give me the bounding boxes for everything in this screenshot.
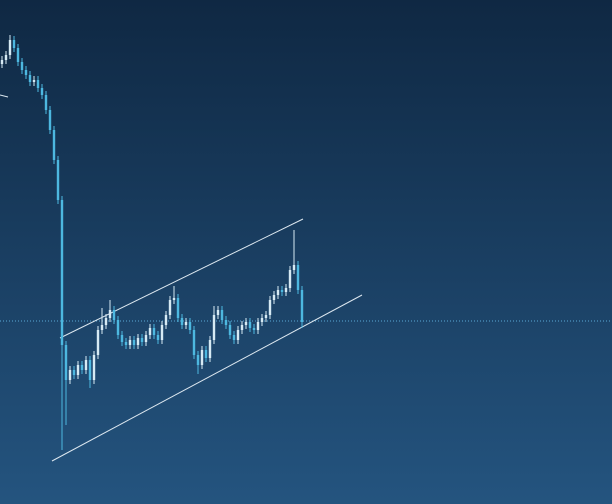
candle-body [224,320,228,325]
candle-body [144,335,148,342]
candle-body [140,338,144,342]
candle-body [28,75,32,82]
candle-body [216,310,220,315]
candle-body [120,335,124,342]
candle-body [184,322,188,325]
candle-body [252,328,256,330]
candle-body [152,328,156,335]
candle-body [92,355,96,380]
candle-body [204,350,208,358]
candle-body [44,95,48,110]
candle-body [300,290,304,322]
candle-body [80,365,84,370]
candle-body [84,360,88,370]
candle-body [240,325,244,330]
candle-body [24,70,28,75]
candle-body [96,330,100,355]
candle-body [60,200,64,345]
candle-body [180,318,184,325]
candle-body [188,322,192,330]
candle-body [68,370,72,380]
candle-body [52,130,56,160]
candle-body [136,338,140,345]
candle-body [276,290,280,295]
candle-body [296,265,300,290]
candle-body [128,340,132,345]
candle-body [112,310,116,320]
candle-body [76,365,80,375]
line-stub [0,94,9,98]
candle-body [72,370,76,375]
candle-body [284,288,288,292]
candle-body [208,340,212,358]
candle-body [264,315,268,318]
candle-body [4,55,8,60]
candle-body [32,80,36,82]
trend-line [51,294,363,462]
candle-body [176,298,180,318]
candle-body [256,322,260,330]
candle-body [16,48,20,62]
candle-body [212,315,216,340]
candle-body [116,320,120,335]
candle-body [292,265,296,270]
candle-body [192,330,196,355]
candle-body [148,328,152,335]
candle-body [36,80,40,88]
candle-body [168,300,172,315]
candle-body [200,350,204,365]
candle-body [100,325,104,330]
candle-body [20,62,24,70]
candle-body [64,345,68,380]
candle-body [8,40,12,55]
trend-line [59,218,304,339]
candle-body [260,318,264,322]
candle-body [164,315,168,325]
candle-body [268,300,272,315]
candle-body [288,270,292,288]
candle-body [132,340,136,345]
candle-body [56,160,60,200]
candle-body [104,318,108,325]
candle-body [196,355,200,365]
candle-body [40,88,44,95]
candle-body [272,295,276,300]
candle-body [244,322,248,325]
candle-body [228,325,232,335]
candle-body [156,335,160,340]
candle-body [220,310,224,320]
candle-body [232,335,236,340]
candle-body [236,330,240,340]
candle-body [12,40,16,48]
candle-body [108,310,112,318]
candle-body [280,290,284,292]
candle-body [0,60,4,64]
candle-body [172,298,176,300]
candle-body [160,325,164,340]
candle-body [248,322,252,328]
candle-body [88,360,92,380]
candle-body [124,342,128,345]
candle-body [48,110,52,130]
